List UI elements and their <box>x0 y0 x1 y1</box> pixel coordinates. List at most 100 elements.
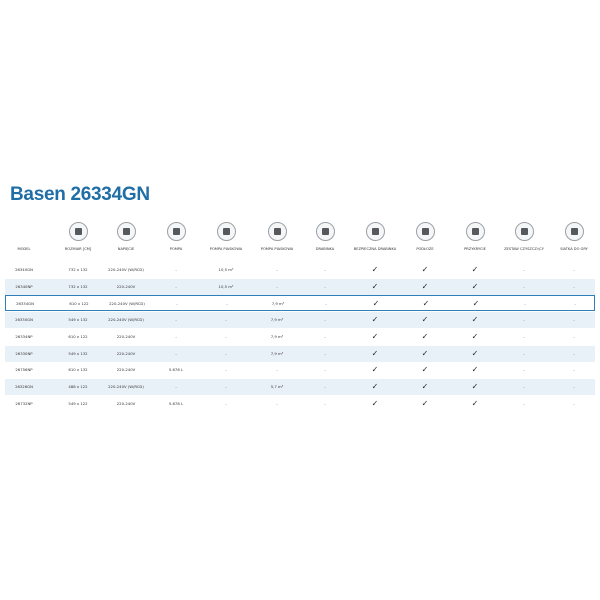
table-cell: 220-240V <box>116 400 136 406</box>
table-cell: 26334NP <box>15 333 33 339</box>
table-cell: - <box>324 350 326 356</box>
column-header: ROZMIAR [CM] <box>64 247 92 251</box>
table-cell: ✓ <box>471 331 479 341</box>
table-cell: - <box>573 383 575 389</box>
table-cell: - <box>175 267 177 272</box>
table-cell: 26340NP <box>15 283 33 289</box>
table-cell: 26330GN <box>15 317 33 323</box>
table-cell: 5,7 m³ <box>270 383 284 389</box>
column-header: BEZPIECZNA DRABINKA <box>353 247 397 251</box>
column-icon <box>514 222 534 241</box>
table-cell: 26334GN <box>16 301 34 307</box>
table-cell: 7,9 m³ <box>270 350 284 356</box>
table-cell: ✓ <box>421 398 429 408</box>
column-icon <box>216 222 236 241</box>
column-icon <box>415 222 435 241</box>
table-cell: ✓ <box>471 398 479 408</box>
table-cell: - <box>175 283 177 289</box>
table-cell: - <box>573 317 575 323</box>
table-row: 26340NP 732 x 132 220-240V - 10,5 m³ - - ✓ ✓ ✓ - - <box>5 278 595 295</box>
table-cell: 488 x 122 <box>68 383 88 389</box>
table-cell: ✓ <box>421 281 429 291</box>
column-icon <box>365 222 385 241</box>
table-cell: ✓ <box>421 365 429 375</box>
table-cell: 220-240V <box>116 283 136 289</box>
table-cell: ✓ <box>471 348 479 358</box>
table-cell: - <box>226 301 228 307</box>
table-cell: ✓ <box>471 381 479 391</box>
table-cell: - <box>225 350 227 356</box>
table-cell: ✓ <box>371 381 379 391</box>
table-cell: 549 x 122 <box>68 400 88 406</box>
table-cell: 220-240V <box>116 350 136 356</box>
table-cell: - <box>574 301 576 307</box>
column-icon <box>564 222 584 241</box>
table-row: 26330GN 549 x 132 220-240V (W/RCD) - - 7,9 m³… <box>5 312 595 329</box>
table-cell: - <box>324 333 326 339</box>
table-cell: - <box>324 383 326 389</box>
table-cell: 549 x 132 <box>68 350 88 356</box>
table-cell: 26732NP <box>15 400 33 406</box>
table-cell: - <box>276 400 278 406</box>
table-cell: 7,9 m³ <box>270 317 284 323</box>
table-cell: - <box>225 400 227 406</box>
table-cell: - <box>175 350 177 356</box>
table-row: 26340GN 732 x 132 220-240V (W/RCD) - 10,5 m³… <box>5 262 595 278</box>
table-cell: - <box>523 350 525 356</box>
table-row: 26334GN 610 x 122 220-240V (W/RCD) - - 7,9 m³… <box>5 295 595 312</box>
table-cell: - <box>524 301 526 307</box>
table-cell: ✓ <box>371 348 379 358</box>
table-row: 26330NP 549 x 132 220-240V - - 7,9 m³ - ✓ ✓ ✓ - - <box>5 345 595 362</box>
table-cell: - <box>324 400 326 406</box>
table-cell: 610 x 122 <box>69 301 89 307</box>
title: Basen 26334GN <box>10 184 150 205</box>
table-cell: ✓ <box>421 265 429 274</box>
table-cell: 220-240V (W/RCD) <box>108 317 144 323</box>
table-cell: 732 x 132 <box>68 283 88 289</box>
table-cell: ✓ <box>471 281 479 291</box>
column-header: POMPA <box>169 247 183 251</box>
table-cell: 7,9 m³ <box>271 301 285 307</box>
table-cell: ✓ <box>372 299 380 309</box>
column-icon <box>166 222 186 241</box>
table-cell: - <box>276 267 278 272</box>
table-cell: ✓ <box>421 331 429 341</box>
table-cell: 220-240V (W/RCD) <box>108 383 144 389</box>
table-cell: ✓ <box>471 265 479 274</box>
table-cell: - <box>523 400 525 406</box>
table-cell: - <box>324 367 326 373</box>
table-cell: ✓ <box>371 315 379 325</box>
table-cell: - <box>573 283 575 289</box>
table-cell: - <box>573 350 575 356</box>
table-cell: - <box>276 367 278 373</box>
column-icon <box>116 222 136 241</box>
table-cell: - <box>175 383 177 389</box>
table-cell: 610 x 122 <box>68 333 88 339</box>
table-cell: 26340GN <box>15 267 33 272</box>
table-cell: ✓ <box>471 315 479 325</box>
table-row: 26732NP 549 x 122 220-240V 5.678 L - - - ✓ ✓ ✓ - - <box>5 396 595 412</box>
column-header: PODŁOŻE <box>416 247 434 251</box>
table-cell: - <box>523 333 525 339</box>
column-header: DRABINKA <box>315 247 335 251</box>
table-cell: - <box>573 333 575 339</box>
table-row: 26756NP 610 x 132 220-240V 5.678 L - - - ✓ ✓ ✓ - - <box>5 362 595 378</box>
table-cell: ✓ <box>471 365 479 375</box>
table-cell: ✓ <box>371 331 379 341</box>
table-cell: - <box>225 383 227 389</box>
column-icon <box>465 222 485 241</box>
table-cell: - <box>573 400 575 406</box>
table-cell: - <box>523 267 525 272</box>
table-cell: - <box>523 367 525 373</box>
table-cell: 5.678 L <box>168 367 184 373</box>
table-cell: - <box>523 317 525 323</box>
table-cell: - <box>175 317 177 323</box>
table-cell: ✓ <box>371 265 379 274</box>
table-cell: 610 x 132 <box>68 367 88 373</box>
column-icon <box>315 222 335 241</box>
table-cell: 220-240V (W/RCD) <box>108 267 144 272</box>
table-cell: ✓ <box>421 381 429 391</box>
table-cell: 220-240V (W/RCD) <box>109 301 145 307</box>
table-cell: 10,5 m³ <box>218 283 234 289</box>
